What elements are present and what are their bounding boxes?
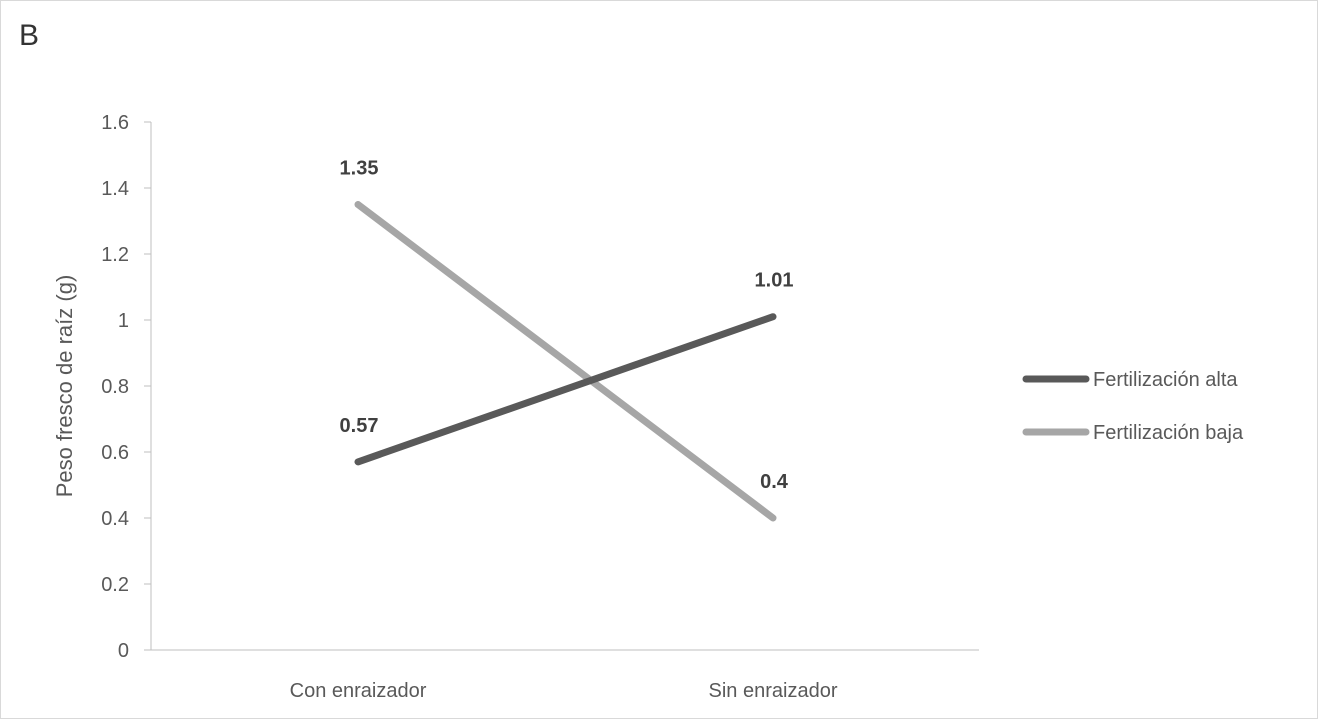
y-tick-label: 1.2 (101, 244, 129, 266)
y-tick-label: 1 (118, 310, 129, 332)
y-ticks: 0 0.2 0.4 0.6 0.8 1 1.2 1.4 1.6 (101, 112, 151, 662)
legend-label-1: Fertilización baja (1093, 422, 1244, 444)
data-labels: 0.57 1.01 1.35 0.4 (340, 158, 794, 494)
legend: Fertilización alta Fertilización baja (1022, 369, 1244, 444)
data-label: 0.57 (340, 415, 379, 437)
legend-label-0: Fertilización alta (1093, 369, 1238, 391)
y-tick-label: 1.4 (101, 178, 129, 200)
y-tick-label: 0 (118, 640, 129, 662)
y-tick-label: 0.2 (101, 574, 129, 596)
panel-label: B (19, 19, 39, 52)
data-label: 0.4 (760, 471, 789, 493)
y-axis-title: Peso fresco de raíz (g) (52, 275, 77, 498)
y-tick-label: 0.4 (101, 508, 129, 530)
x-categories: Con enraizador Sin enraizador (290, 680, 838, 702)
y-tick-label: 0.6 (101, 442, 129, 464)
series-line-1 (354, 201, 777, 522)
series-line-0 (354, 313, 777, 466)
series-lines (354, 201, 777, 522)
data-label: 1.35 (340, 158, 379, 180)
x-category-label: Con enraizador (290, 680, 427, 702)
x-category-label: Sin enraizador (709, 680, 838, 702)
y-tick-label: 1.6 (101, 112, 129, 134)
y-tick-label: 0.8 (101, 376, 129, 398)
data-label: 1.01 (755, 270, 794, 292)
